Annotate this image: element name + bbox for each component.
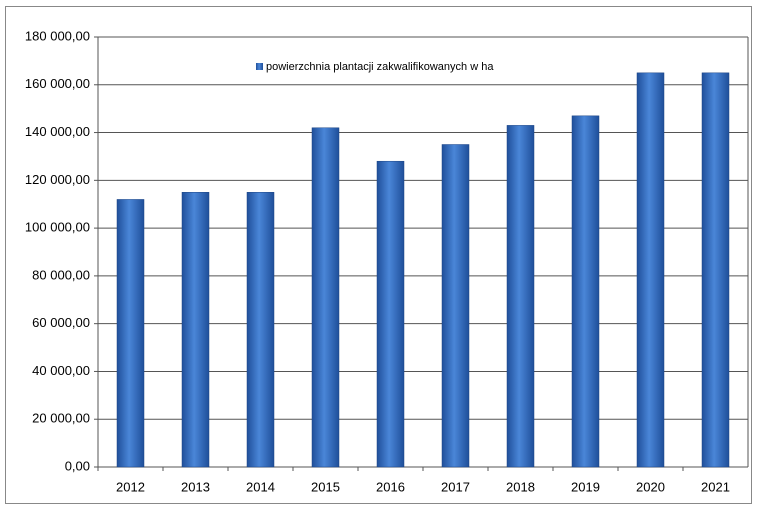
x-tick-label: 2019: [571, 479, 600, 494]
y-tick-label: 60 000,00: [32, 315, 90, 330]
y-tick-label: 40 000,00: [32, 363, 90, 378]
x-tick-label: 2021: [701, 479, 730, 494]
x-tick-label: 2020: [636, 479, 665, 494]
bar: [311, 127, 340, 468]
bar: [116, 199, 145, 468]
bar: [701, 72, 730, 468]
x-tick-label: 2012: [116, 479, 145, 494]
bar: [181, 192, 210, 468]
bar: [441, 144, 470, 468]
bar: [246, 192, 275, 468]
x-tick-label: 2015: [311, 479, 340, 494]
x-tick-label: 2017: [441, 479, 470, 494]
x-tick-label: 2014: [246, 479, 275, 494]
y-tick-label: 140 000,00: [25, 124, 90, 139]
y-tick-label: 160 000,00: [25, 76, 90, 91]
y-tick-label: 180 000,00: [25, 28, 90, 43]
legend-label: powierzchnia plantacji zakwalifikowanych…: [266, 61, 494, 73]
y-tick-label: 120 000,00: [25, 172, 90, 187]
bar: [376, 160, 405, 468]
x-tick-label: 2013: [181, 479, 210, 494]
x-tick-label: 2018: [506, 479, 535, 494]
x-tick-label: 2016: [376, 479, 405, 494]
y-tick-label: 80 000,00: [32, 267, 90, 282]
y-tick-label: 100 000,00: [25, 220, 90, 235]
bar: [571, 115, 600, 468]
y-tick-label: 20 000,00: [32, 411, 90, 426]
legend-swatch: [256, 63, 263, 70]
bar: [506, 125, 535, 468]
bar: [636, 72, 665, 468]
y-tick-label: 0,00: [65, 458, 90, 473]
